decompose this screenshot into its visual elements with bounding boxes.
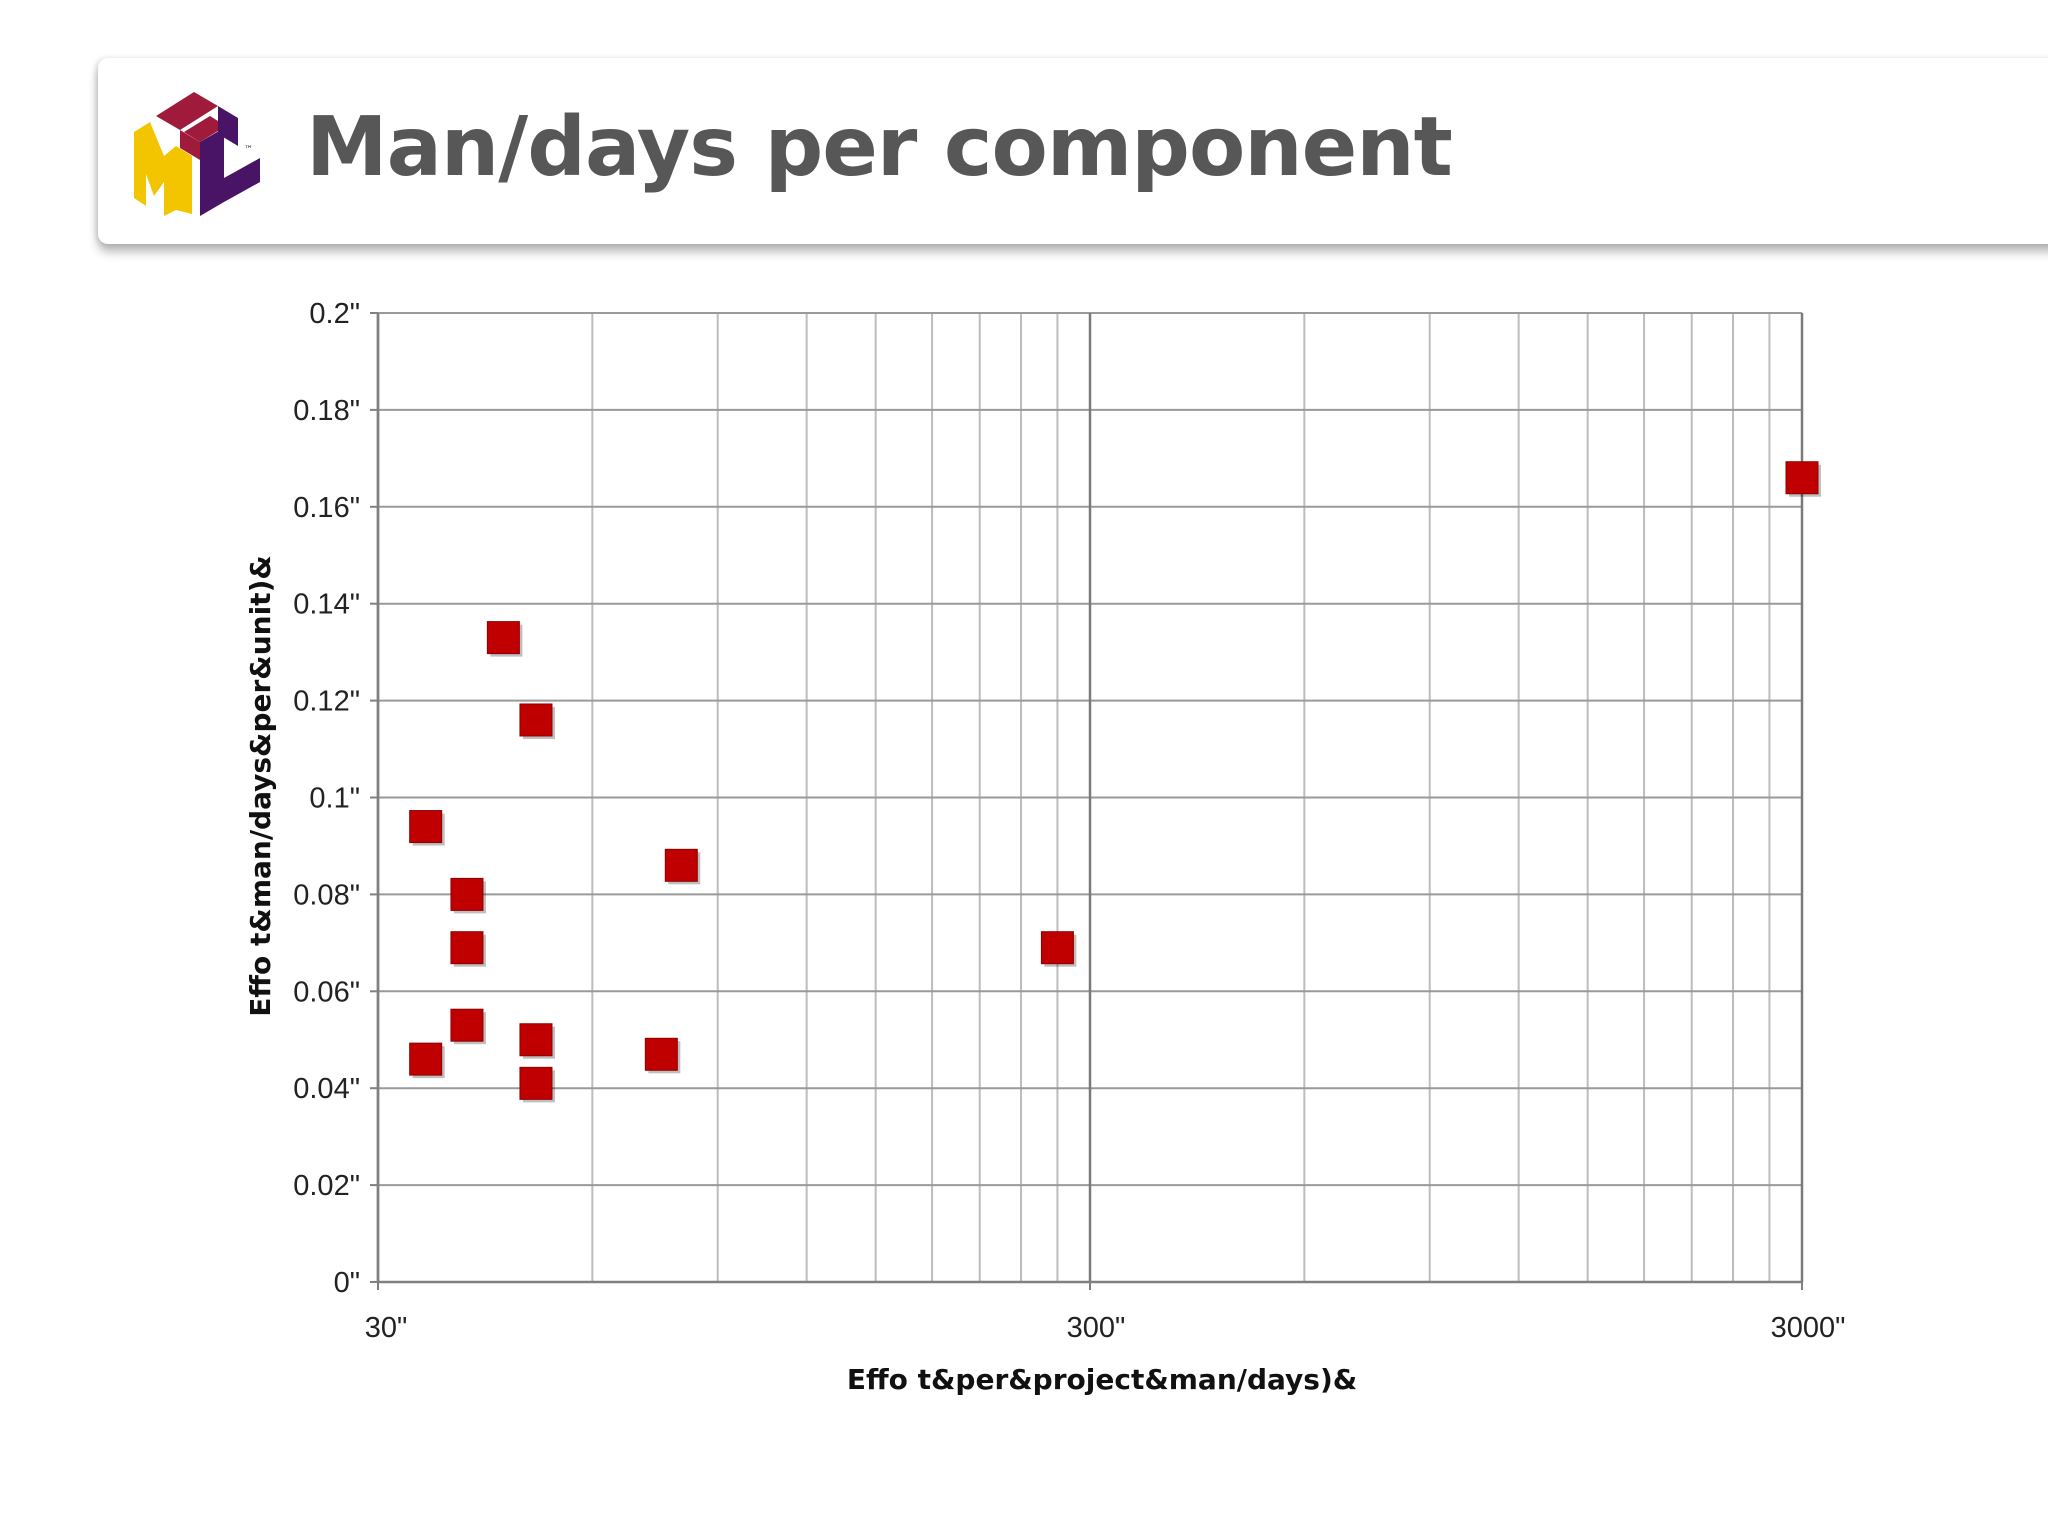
data-point bbox=[1040, 931, 1074, 965]
y-axis-title: Effo t&man/days&per&unit)& bbox=[244, 555, 277, 1017]
data-point bbox=[486, 621, 520, 655]
data-point bbox=[519, 1023, 553, 1057]
data-point bbox=[450, 1008, 484, 1042]
y-tick-label: 0" bbox=[334, 1267, 360, 1299]
y-tick-label: 0.12" bbox=[293, 686, 360, 718]
data-point bbox=[450, 877, 484, 911]
axes bbox=[370, 312, 1803, 1290]
trademark-symbol: ™ bbox=[244, 145, 253, 155]
data-point bbox=[1785, 461, 1819, 495]
ifml-logo-icon: ™ bbox=[134, 92, 260, 216]
x-tick-labels: 30" 300" 3000" bbox=[365, 1312, 1846, 1344]
data-point bbox=[409, 1042, 443, 1076]
x-tick-label: 300" bbox=[1067, 1312, 1126, 1344]
y-tick-label: 0.16" bbox=[293, 492, 360, 524]
y-tick-label: 0.18" bbox=[293, 395, 360, 427]
data-point bbox=[644, 1037, 678, 1071]
y-tick-label: 0.2" bbox=[309, 298, 360, 330]
y-tick-label: 0.06" bbox=[293, 976, 360, 1008]
data-points bbox=[409, 461, 1821, 1103]
data-point bbox=[409, 810, 443, 844]
y-tick-label: 0.1" bbox=[309, 783, 360, 815]
data-point bbox=[519, 1066, 553, 1100]
data-point bbox=[519, 703, 553, 737]
data-point bbox=[664, 848, 698, 882]
x-tick-label: 30" bbox=[365, 1312, 408, 1344]
y-tick-label: 0.04" bbox=[293, 1073, 360, 1105]
data-point bbox=[450, 931, 484, 965]
grid bbox=[376, 312, 1804, 1283]
y-tick-labels: 0" 0.02" 0.04" 0.06" 0.08" 0.1" 0.12" 0.14" 0.16… bbox=[293, 298, 360, 1299]
x-axis-title: Effo t&per&project&man/days)& bbox=[847, 1363, 1357, 1396]
x-tick-label: 3000" bbox=[1771, 1312, 1846, 1344]
y-tick-label: 0.08" bbox=[293, 879, 360, 911]
slide-header: ™ Man/days per component bbox=[98, 58, 2048, 244]
y-tick-label: 0.14" bbox=[293, 589, 360, 621]
page-title: Man/days per component bbox=[306, 100, 1453, 195]
y-tick-label: 0.02" bbox=[293, 1170, 360, 1202]
